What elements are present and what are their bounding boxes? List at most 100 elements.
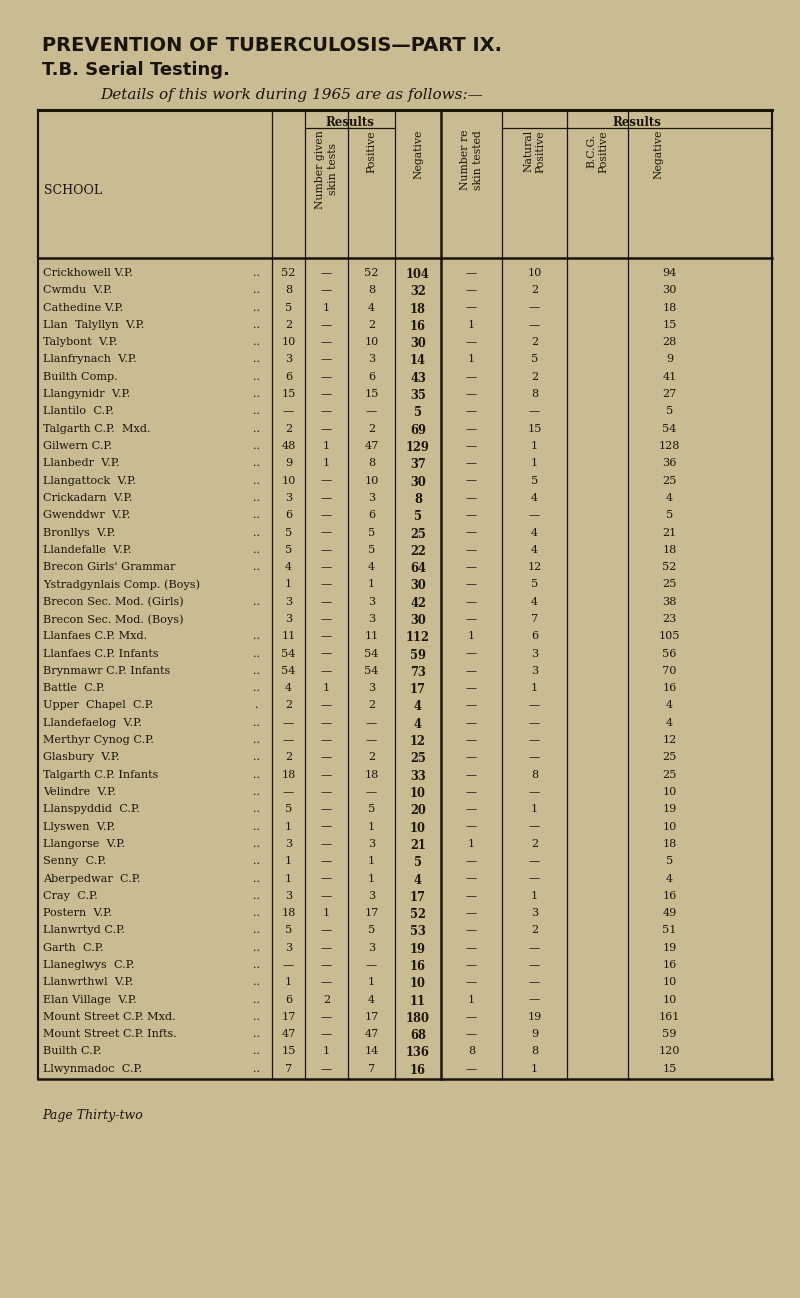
Text: 73: 73 xyxy=(410,666,426,679)
Text: Postern  V.P.: Postern V.P. xyxy=(43,909,112,918)
Text: 2: 2 xyxy=(368,423,375,434)
Text: ..: .. xyxy=(254,527,261,537)
Text: 3: 3 xyxy=(368,597,375,606)
Text: —: — xyxy=(321,389,332,398)
Text: 5: 5 xyxy=(666,510,673,520)
Text: Crickhowell V.P.: Crickhowell V.P. xyxy=(43,267,133,278)
Text: Llanwrthwl  V.P.: Llanwrthwl V.P. xyxy=(43,977,134,988)
Text: 2: 2 xyxy=(285,701,292,710)
Text: 41: 41 xyxy=(662,371,677,382)
Text: 5: 5 xyxy=(285,925,292,936)
Text: 2: 2 xyxy=(531,839,538,849)
Text: 180: 180 xyxy=(406,1012,430,1025)
Text: —: — xyxy=(283,406,294,417)
Text: PREVENTION OF TUBERCULOSIS—PART IX.: PREVENTION OF TUBERCULOSIS—PART IX. xyxy=(42,36,502,55)
Text: —: — xyxy=(529,874,540,884)
Text: Glasbury  V.P.: Glasbury V.P. xyxy=(43,753,120,762)
Text: Page Thirty-two: Page Thirty-two xyxy=(42,1108,142,1121)
Text: —: — xyxy=(466,267,477,278)
Text: ..: .. xyxy=(254,994,261,1005)
Text: 16: 16 xyxy=(410,319,426,332)
Text: ..: .. xyxy=(254,597,261,606)
Text: 10: 10 xyxy=(662,822,677,832)
Text: Gwenddwr  V.P.: Gwenddwr V.P. xyxy=(43,510,130,520)
Text: 17: 17 xyxy=(364,1012,378,1022)
Text: 47: 47 xyxy=(364,441,378,450)
Text: —: — xyxy=(466,683,477,693)
Text: 70: 70 xyxy=(662,666,677,676)
Text: —: — xyxy=(529,302,540,313)
Text: 10: 10 xyxy=(364,337,378,347)
Text: 21: 21 xyxy=(410,839,426,851)
Text: —: — xyxy=(366,718,377,728)
Text: 5: 5 xyxy=(368,545,375,554)
Text: Bronllys  V.P.: Bronllys V.P. xyxy=(43,527,115,537)
Text: 54: 54 xyxy=(364,666,378,676)
Text: 25: 25 xyxy=(410,753,426,766)
Text: —: — xyxy=(321,614,332,624)
Text: ..: .. xyxy=(254,1064,261,1073)
Text: 5: 5 xyxy=(414,406,422,419)
Text: —: — xyxy=(366,961,377,970)
Text: 48: 48 xyxy=(282,441,296,450)
Text: ..: .. xyxy=(254,286,261,296)
Text: 3: 3 xyxy=(285,942,292,953)
Text: —: — xyxy=(321,631,332,641)
Text: 1: 1 xyxy=(468,319,475,330)
Text: Llanfrynach  V.P.: Llanfrynach V.P. xyxy=(43,354,137,365)
Text: —: — xyxy=(321,770,332,780)
Text: 30: 30 xyxy=(410,579,426,592)
Text: ..: .. xyxy=(254,925,261,936)
Text: 1: 1 xyxy=(323,1046,330,1057)
Text: 25: 25 xyxy=(662,753,677,762)
Text: 1: 1 xyxy=(368,874,375,884)
Text: 49: 49 xyxy=(662,909,677,918)
Text: 14: 14 xyxy=(410,354,426,367)
Text: 42: 42 xyxy=(410,597,426,610)
Text: 1: 1 xyxy=(531,1064,538,1073)
Text: 5: 5 xyxy=(285,805,292,814)
Text: ..: .. xyxy=(254,753,261,762)
Text: 18: 18 xyxy=(282,909,296,918)
Text: Talgarth C.P. Infants: Talgarth C.P. Infants xyxy=(43,770,158,780)
Text: —: — xyxy=(466,1029,477,1040)
Text: 12: 12 xyxy=(410,735,426,748)
Text: Velindre  V.P.: Velindre V.P. xyxy=(43,787,116,797)
Text: —: — xyxy=(466,458,477,469)
Text: .: . xyxy=(255,701,258,710)
Text: 6: 6 xyxy=(285,510,292,520)
Text: 6: 6 xyxy=(285,994,292,1005)
Text: 4: 4 xyxy=(666,493,673,502)
Text: ..: .. xyxy=(254,909,261,918)
Text: —: — xyxy=(321,579,332,589)
Text: 52: 52 xyxy=(662,562,677,572)
Text: Llangattock  V.P.: Llangattock V.P. xyxy=(43,475,136,485)
Text: 3: 3 xyxy=(368,354,375,365)
Text: 3: 3 xyxy=(531,649,538,658)
Text: 10: 10 xyxy=(527,267,542,278)
Text: 9: 9 xyxy=(531,1029,538,1040)
Text: Talybont  V.P.: Talybont V.P. xyxy=(43,337,118,347)
Text: 4: 4 xyxy=(285,562,292,572)
Text: 53: 53 xyxy=(410,925,426,938)
Text: ..: .. xyxy=(254,493,261,502)
Text: 4: 4 xyxy=(666,701,673,710)
Text: —: — xyxy=(466,1012,477,1022)
Text: 19: 19 xyxy=(662,805,677,814)
Text: —: — xyxy=(466,562,477,572)
Text: —: — xyxy=(321,1064,332,1073)
Text: 64: 64 xyxy=(410,562,426,575)
Text: Details of this work during 1965 are as follows:—: Details of this work during 1965 are as … xyxy=(100,88,483,103)
Text: 18: 18 xyxy=(364,770,378,780)
Text: 5: 5 xyxy=(666,857,673,866)
Text: Llwynmadoc  C.P.: Llwynmadoc C.P. xyxy=(43,1064,142,1073)
Text: —: — xyxy=(466,597,477,606)
Text: Llandefaelog  V.P.: Llandefaelog V.P. xyxy=(43,718,142,728)
Text: 10: 10 xyxy=(410,822,426,835)
Text: Mount Street C.P. Infts.: Mount Street C.P. Infts. xyxy=(43,1029,177,1040)
Text: 12: 12 xyxy=(527,562,542,572)
Text: 22: 22 xyxy=(410,545,426,558)
Text: 6: 6 xyxy=(368,510,375,520)
Text: 16: 16 xyxy=(662,890,677,901)
Text: 10: 10 xyxy=(364,475,378,485)
